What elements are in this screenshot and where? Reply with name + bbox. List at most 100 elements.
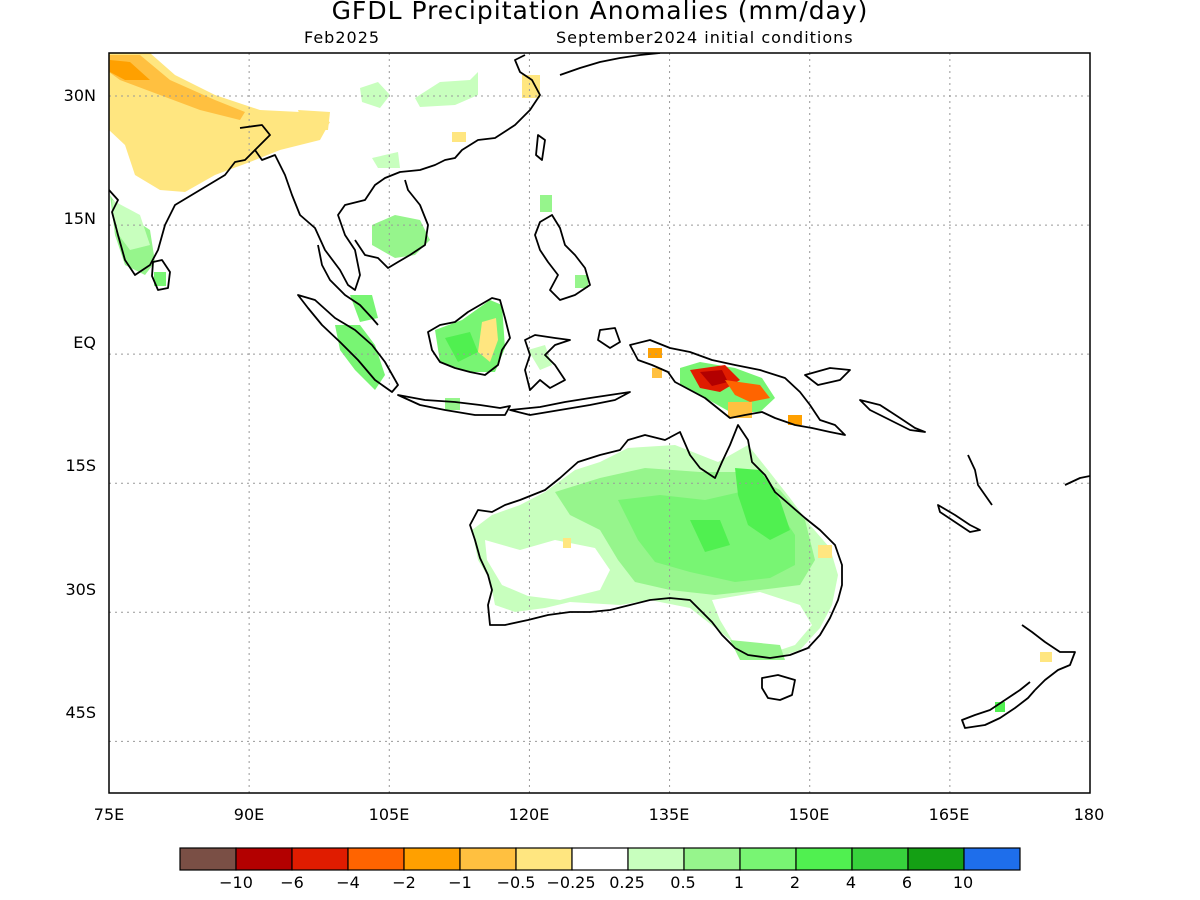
coast-sumatra [297,294,399,393]
dry-anomaly-himalaya-strong [109,55,245,120]
coast-new-britain [804,367,851,386]
coast-new-caledonia [937,504,981,533]
colorbar-label: 0.5 [670,873,695,892]
colorbar-label: −10 [219,873,253,892]
lat-tick-label: EQ [73,333,96,352]
colorbar-label: 4 [846,873,856,892]
coast-vanuatu [967,454,993,506]
colorbar-label: −6 [280,873,304,892]
colorbar-swatch [291,847,349,871]
lon-tick-label: 165E [929,805,970,824]
coast-taiwan [535,134,546,161]
wet-anomaly-china [415,72,478,107]
lon-tick-label: 75E [94,805,124,824]
wet-anomaly-sumatra [335,325,385,390]
colorbar-label: −0.25 [546,873,595,892]
colorbar-label: 1 [734,873,744,892]
lat-tick-label: 15N [64,209,96,228]
map-frame [108,52,1091,794]
dry-anomaly-new-guinea-orange [725,380,770,402]
coast-south-asia [109,54,541,291]
colorbar-swatch [403,847,461,871]
coast-tasmania [761,674,796,701]
wet-anomaly-philippines [540,195,552,212]
map-gridlines [109,53,1090,793]
coast-lesser-sunda [509,391,631,416]
dry-anomaly-yunnan [298,110,330,130]
colorbar-swatch [235,847,293,871]
anomaly-shading [109,53,1052,712]
colorbar-label: 0.25 [609,873,645,892]
colorbar-swatch [963,847,1021,871]
colorbar-swatch [347,847,405,871]
colorbar-label: −1 [448,873,472,892]
wet-anomaly-china-west [360,82,390,108]
coast-japan [559,53,661,76]
colorbar-swatch [851,847,909,871]
initial-conditions: September2024 initial conditions [556,28,854,47]
dry-anomaly-borneo [478,318,498,362]
coast-new-guinea [629,339,846,436]
colorbar-swatch [515,847,573,871]
map-title: GFDL Precipitation Anomalies (mm/day) [331,0,869,25]
lat-tick-label: 45S [65,703,96,722]
coast-moluccas [597,327,621,349]
colorbar-swatch [179,847,237,871]
lat-tick-label: 30N [64,86,96,105]
wet-anomaly-india-light [112,200,150,250]
coastlines [109,53,1090,729]
coast-malaya [317,244,379,326]
coast-solomon-islands [859,399,926,433]
dry-anomaly-east-china [452,132,466,142]
colorbar-labels: −10 −6 −4 −2 −1 −0.5 −0.25 0.25 0.5 1 2 … [219,873,973,892]
coast-new-zealand-north [1021,624,1076,691]
coast-bay-of-bengal [239,124,271,151]
colorbar-label: 2 [790,873,800,892]
colorbar [179,847,1021,871]
wet-anomaly-sri-lanka [154,272,166,286]
colorbar-swatch [739,847,797,871]
colorbar-label: 6 [902,873,912,892]
lon-tick-label: 180 [1074,805,1105,824]
coast-fiji [1064,475,1090,486]
colorbar-swatch [459,847,517,871]
colorbar-label: −0.5 [497,873,536,892]
coast-australia [469,424,843,659]
wet-anomaly-java [445,398,460,410]
lon-tick-label: 135E [649,805,690,824]
lat-axis: 30N 15N EQ 15S 30S 45S [64,86,96,722]
lon-tick-label: 90E [234,805,264,824]
dry-anomaly-australia-west [563,538,571,548]
dry-anomaly-korea [522,75,540,98]
coast-sri-lanka [151,259,171,291]
dry-anomaly-himalaya-core [110,60,150,80]
wet-anomaly-sulawesi [528,345,552,370]
colorbar-swatch [627,847,685,871]
wet-anomaly-mindanao [575,275,588,288]
lon-tick-label: 120E [509,805,550,824]
coast-new-zealand-south [961,681,1036,729]
dry-anomaly-png-east [788,415,802,425]
forecast-month: Feb2025 [304,28,381,47]
colorbar-label: −4 [336,873,360,892]
wet-anomaly-queensland-heavy [735,468,790,540]
colorbar-label: −2 [392,873,416,892]
colorbar-swatch [683,847,741,871]
dry-anomaly-vogelkop-south [652,368,662,378]
colorbar-swatch [907,847,965,871]
lon-tick-label: 105E [369,805,410,824]
dry-anomaly-vogelkop [648,348,662,358]
wet-anomaly-indochina [372,215,430,258]
coast-borneo [427,297,511,376]
coast-indochina [354,179,429,269]
coast-sulawesi [524,334,571,391]
wet-anomaly-nt-heavy [690,520,730,552]
dry-anomaly-australia-east [818,545,832,558]
coast-java [397,394,511,416]
coast-philippines [534,214,591,301]
colorbar-swatch [571,847,629,871]
wet-anomaly-victoria [730,640,785,660]
no-anomaly-southeast-australia [712,592,812,655]
lon-axis: 75E 90E 105E 120E 135E 150E 165E 180 [94,805,1105,824]
